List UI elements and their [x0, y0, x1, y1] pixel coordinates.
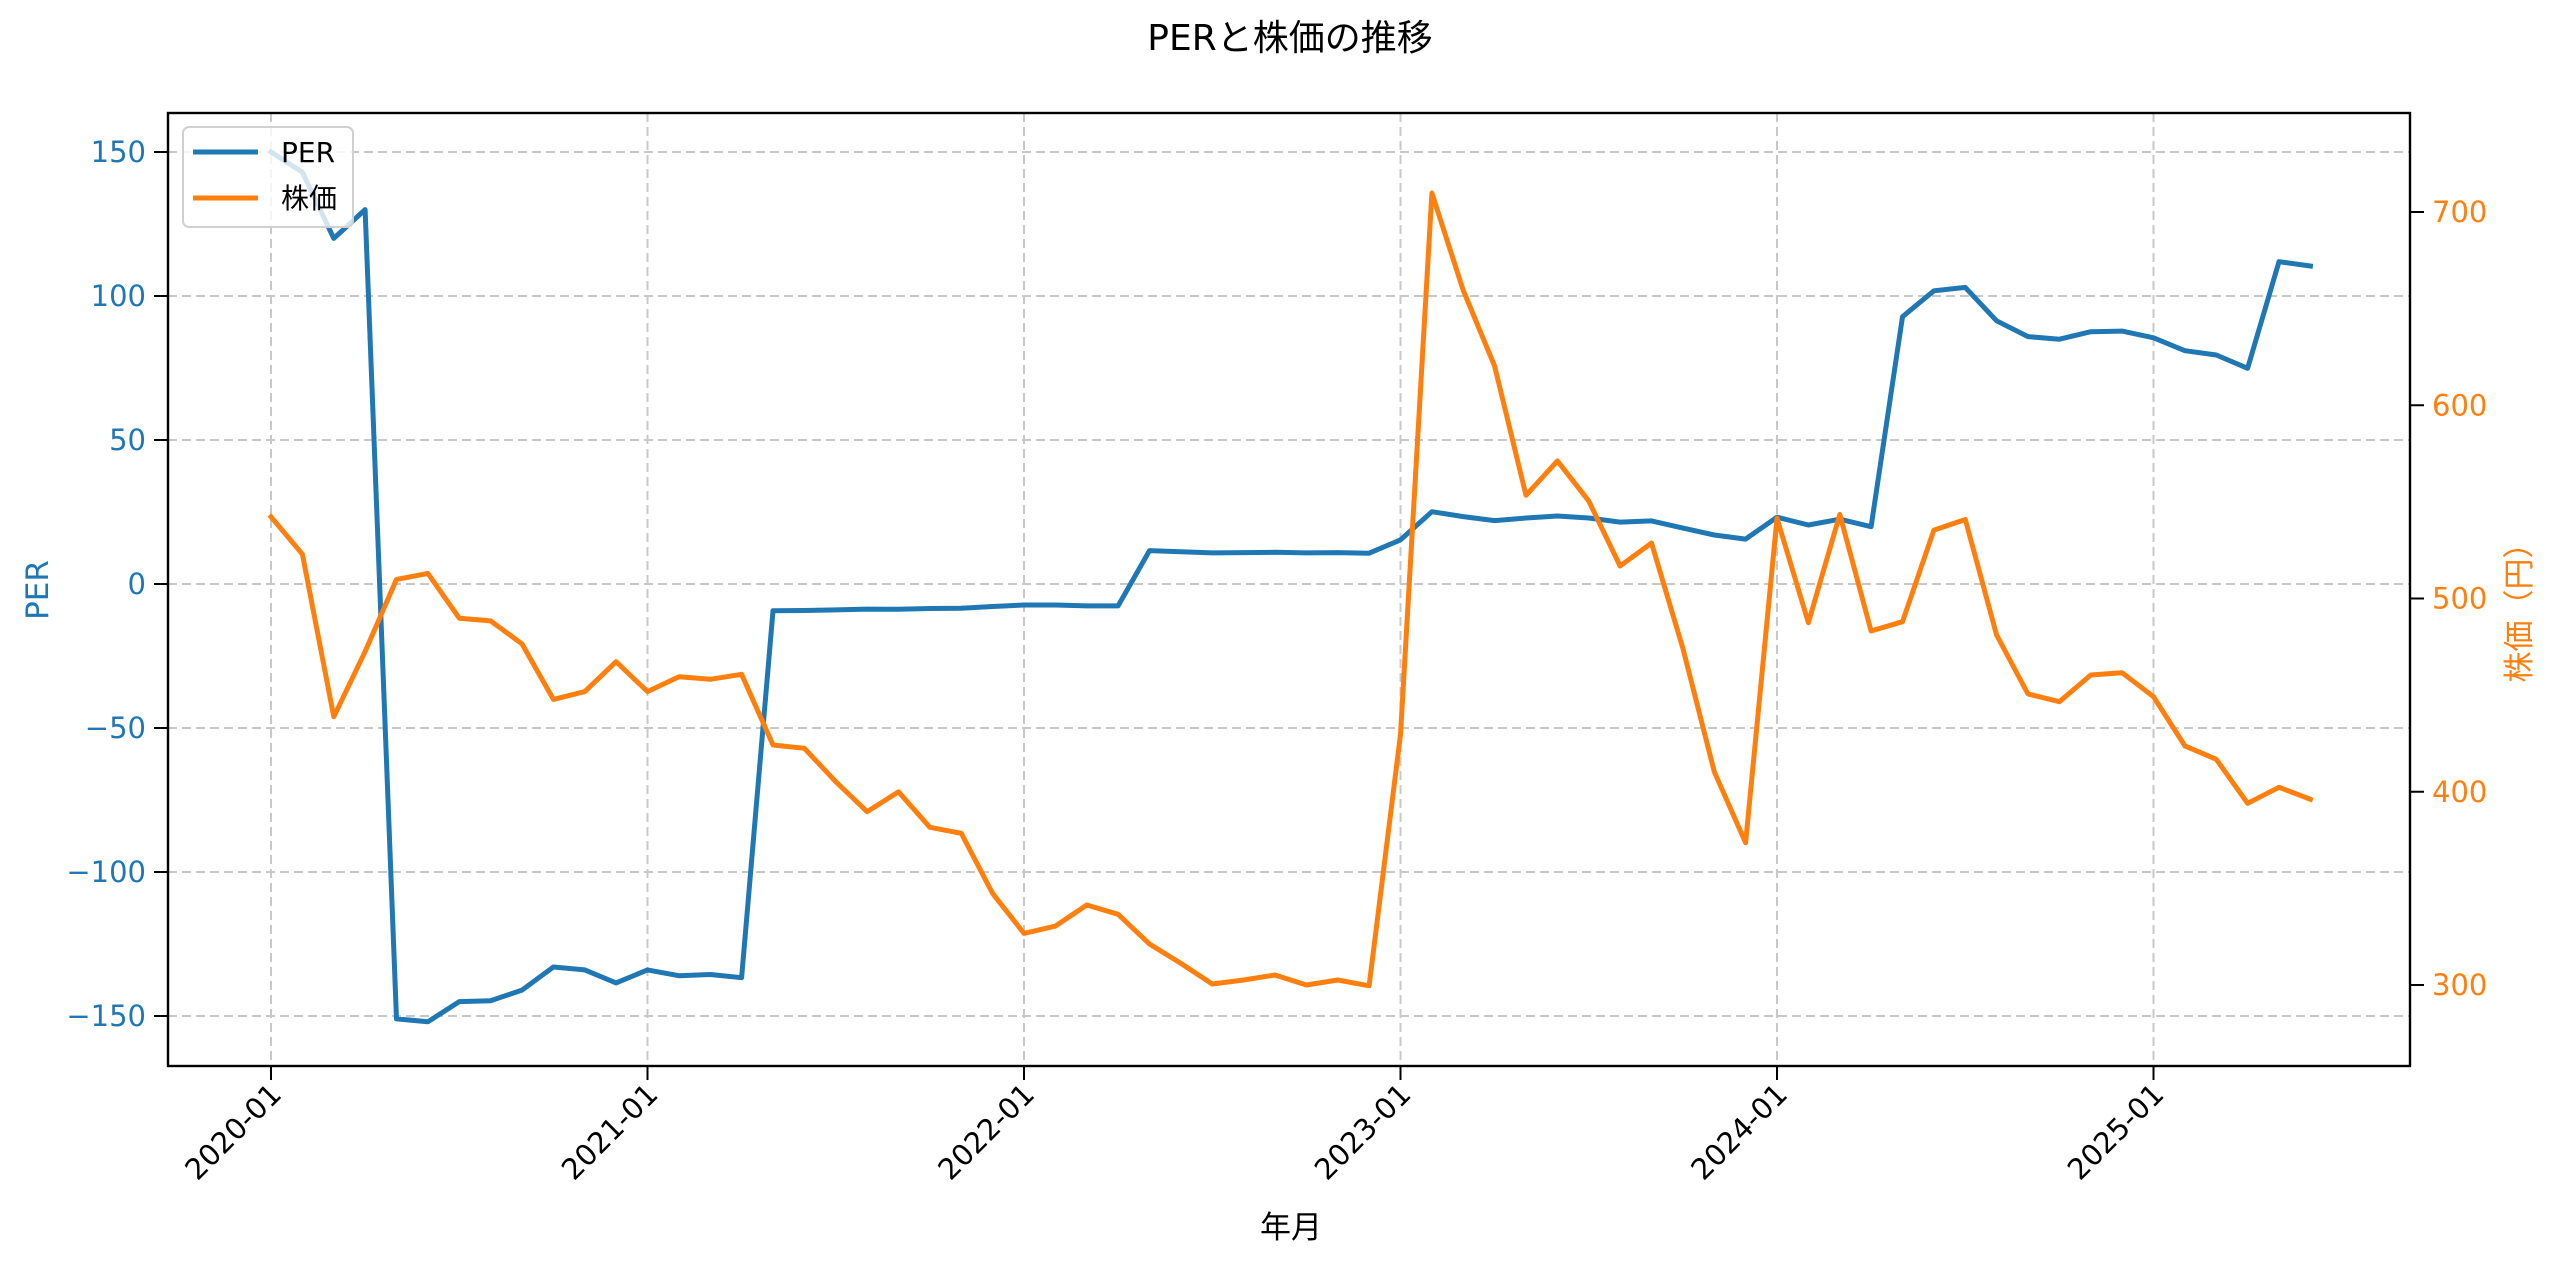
y-right-tick-label: 700	[2432, 195, 2487, 229]
x-axis: 2020-01 2021-01 2022-01 2023-01 2024-01 2025-…	[178, 1066, 2170, 1187]
y-axis-right: 700 600 500 400 300	[2410, 195, 2487, 1002]
x-tick-label: 2020-01	[178, 1077, 288, 1187]
y-left-tick-label: −50	[85, 711, 146, 745]
grid-lines	[168, 113, 2410, 1066]
x-axis-label: 年月	[1260, 1210, 1322, 1246]
x-tick-label: 2023-01	[1308, 1077, 1418, 1187]
legend-item-per: PER	[193, 136, 335, 169]
legend-label-per: PER	[281, 136, 335, 169]
y-right-tick-label: 500	[2432, 582, 2487, 616]
y-right-tick-label: 400	[2432, 775, 2487, 809]
legend: PER 株価	[182, 126, 354, 228]
y-left-tick-label: −150	[66, 999, 146, 1033]
y-left-tick-label: 50	[109, 423, 146, 457]
x-tick-label: 2022-01	[931, 1077, 1041, 1187]
legend-item-price: 株価	[193, 182, 337, 215]
y-left-tick-label: 100	[91, 279, 146, 313]
series-line-price	[267, 190, 2314, 989]
legend-label-price: 株価	[281, 182, 337, 215]
y-axis-left-label: PER	[20, 560, 56, 620]
y-right-tick-label: 600	[2432, 388, 2487, 422]
y-left-tick-label: 150	[91, 135, 146, 169]
y-left-tick-label: −100	[66, 855, 146, 889]
y-right-tick-label: 300	[2432, 968, 2487, 1002]
axes-frame	[166, 111, 2412, 1068]
y-left-tick-label: 0	[128, 567, 146, 601]
x-tick-label: 2024-01	[1684, 1077, 1794, 1187]
series-line-per	[267, 148, 2314, 1025]
y-axis-right-label: 株価（円）	[2502, 528, 2538, 683]
x-tick-label: 2025-01	[2061, 1077, 2171, 1187]
chart-title: PERと株価の推移	[1147, 18, 1432, 59]
y-axis-left: 150 100 50 0 −50 −100 −150	[66, 135, 168, 1033]
x-tick-label: 2021-01	[555, 1077, 665, 1187]
plot-area	[267, 148, 2314, 1025]
